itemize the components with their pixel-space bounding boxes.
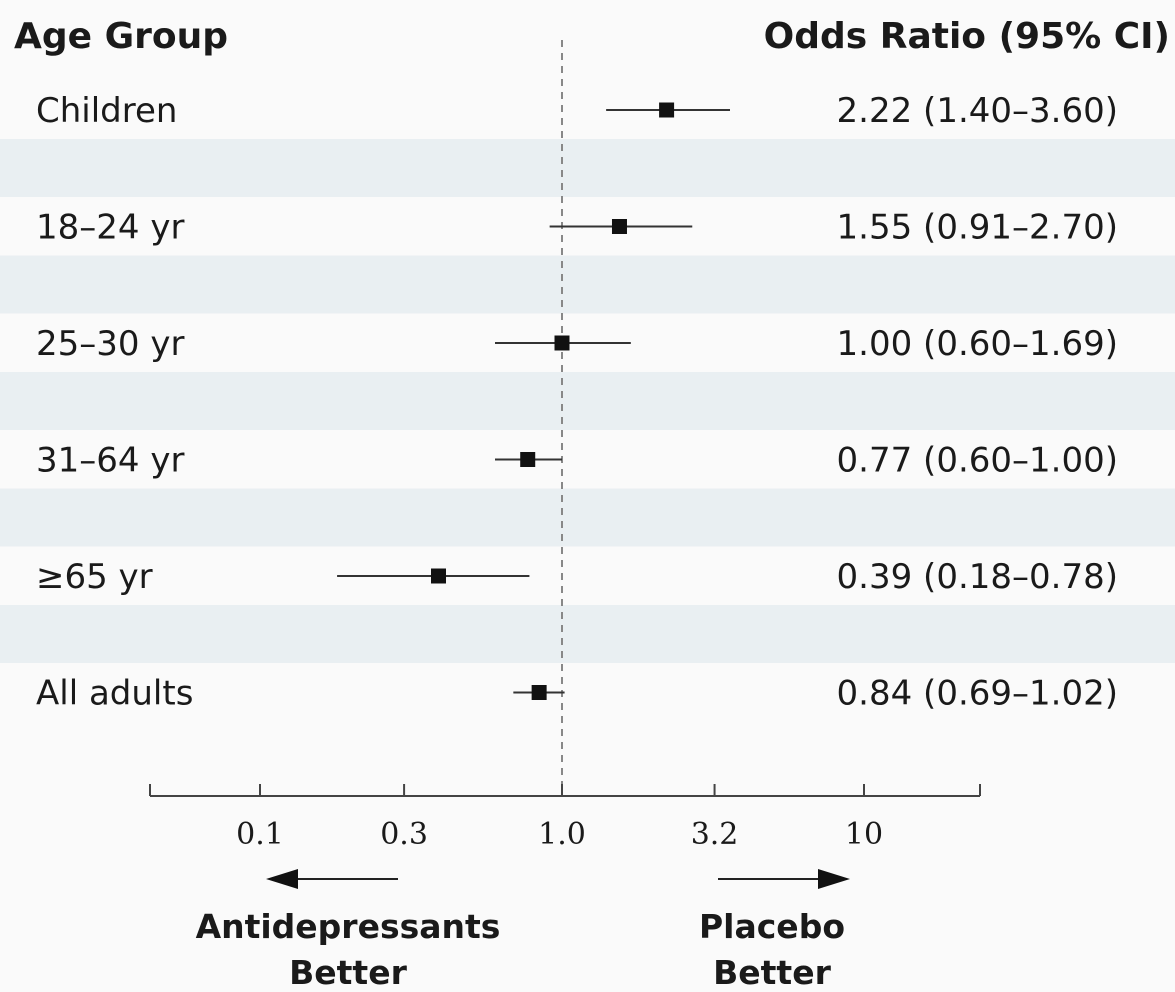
point-estimate-marker [554, 335, 570, 351]
point-estimate-marker [531, 685, 547, 700]
odds-ratio-value: 1.55 (0.91–2.70) [837, 208, 1118, 248]
row-label: All adults [36, 674, 193, 714]
right-direction-indicator: Placebo Better [699, 869, 850, 992]
odds-ratio-value: 1.00 (0.60–1.69) [837, 324, 1118, 364]
x-tick-label: 10 [845, 817, 883, 852]
row-label: 18–24 yr [36, 208, 184, 248]
odds-ratio-value: 0.77 (0.60–1.00) [837, 441, 1118, 481]
odds-ratio-value: 0.84 (0.69–1.02) [837, 674, 1118, 714]
row-bands [0, 139, 1175, 663]
row-band [0, 255, 1175, 314]
left-direction-label-line1: Antidepressants [196, 907, 501, 946]
forest-row: Children 2.22 (1.40–3.60) [36, 91, 1118, 131]
point-estimate-marker [431, 568, 447, 584]
point-estimate-marker [659, 102, 675, 118]
forest-row: ≥65 yr 0.39 (0.18–0.78) [36, 557, 1118, 597]
forest-row: 31–64 yr 0.77 (0.60–1.00) [36, 441, 1118, 481]
age-group-header: Age Group [14, 16, 228, 57]
left-direction-label-line2: Better [289, 953, 407, 992]
row-label: Children [36, 91, 177, 131]
x-axis: 0.1 0.3 1.0 3.2 10 [149, 784, 981, 852]
row-band [0, 372, 1175, 430]
left-direction-indicator: Antidepressants Better [196, 869, 501, 992]
row-label: 25–30 yr [36, 324, 184, 364]
odds-ratio-header: Odds Ratio (95% CI) [764, 16, 1170, 57]
x-tick-label: 0.1 [236, 817, 284, 852]
x-tick-label: 3.2 [691, 817, 739, 852]
x-tick-label: 0.3 [380, 817, 428, 852]
right-direction-label-line2: Better [713, 953, 831, 992]
forest-row: 25–30 yr 1.00 (0.60–1.69) [36, 324, 1118, 364]
row-band [0, 605, 1175, 663]
left-arrow-icon [266, 869, 298, 889]
right-direction-label-line1: Placebo [699, 907, 845, 946]
x-tick-label: 1.0 [538, 817, 586, 852]
forest-row: All adults 0.84 (0.69–1.02) [36, 674, 1118, 714]
odds-ratio-value: 2.22 (1.40–3.60) [837, 91, 1118, 131]
odds-ratio-value: 0.39 (0.18–0.78) [837, 557, 1118, 597]
row-label: ≥65 yr [36, 557, 153, 597]
point-estimate-marker [520, 452, 536, 467]
forest-row: 18–24 yr 1.55 (0.91–2.70) [36, 208, 1118, 248]
row-label: 31–64 yr [36, 441, 184, 481]
row-band [0, 139, 1175, 197]
rows: Children 2.22 (1.40–3.60) 18–24 yr 1.55 (0.… [36, 91, 1118, 714]
row-band [0, 488, 1175, 547]
right-arrow-icon [818, 869, 850, 889]
point-estimate-marker [611, 219, 627, 234]
